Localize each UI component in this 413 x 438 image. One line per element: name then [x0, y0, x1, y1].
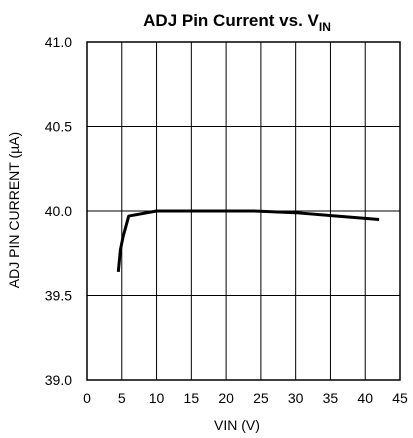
y-tick-label: 40.0 — [45, 203, 72, 219]
x-tick-label: 0 — [83, 390, 91, 406]
x-tick-label: 45 — [392, 390, 408, 406]
chart-title-subscript: IN — [319, 20, 331, 34]
x-tick-label: 40 — [357, 390, 373, 406]
y-tick-label: 40.5 — [45, 119, 72, 135]
y-tick-label: 41.0 — [45, 34, 72, 50]
x-tick-label: 5 — [118, 390, 126, 406]
y-tick-label: 39.0 — [45, 372, 72, 388]
x-tick-label: 15 — [184, 390, 200, 406]
y-tick-label: 39.5 — [45, 288, 72, 304]
tick-labels: 0 5 10 15 20 25 30 35 40 45 39.0 39.5 40.0 40.5 41.0 — [45, 34, 408, 406]
x-tick-label: 20 — [218, 390, 234, 406]
series-line — [116, 209, 380, 272]
chart-title-main: ADJ Pin Current vs. V — [143, 11, 319, 30]
plot-frame — [86, 41, 401, 381]
x-tick-label: 30 — [288, 390, 304, 406]
chart-title: ADJ Pin Current vs. VIN — [143, 11, 331, 34]
x-tick-label: 10 — [149, 390, 165, 406]
x-axis-label: VIN (V) — [214, 417, 260, 433]
series-layer — [116, 209, 380, 272]
x-tick-label: 25 — [253, 390, 269, 406]
y-axis-label: ADJ PIN CURRENT (µA) — [6, 132, 22, 288]
x-tick-label: 35 — [323, 390, 339, 406]
